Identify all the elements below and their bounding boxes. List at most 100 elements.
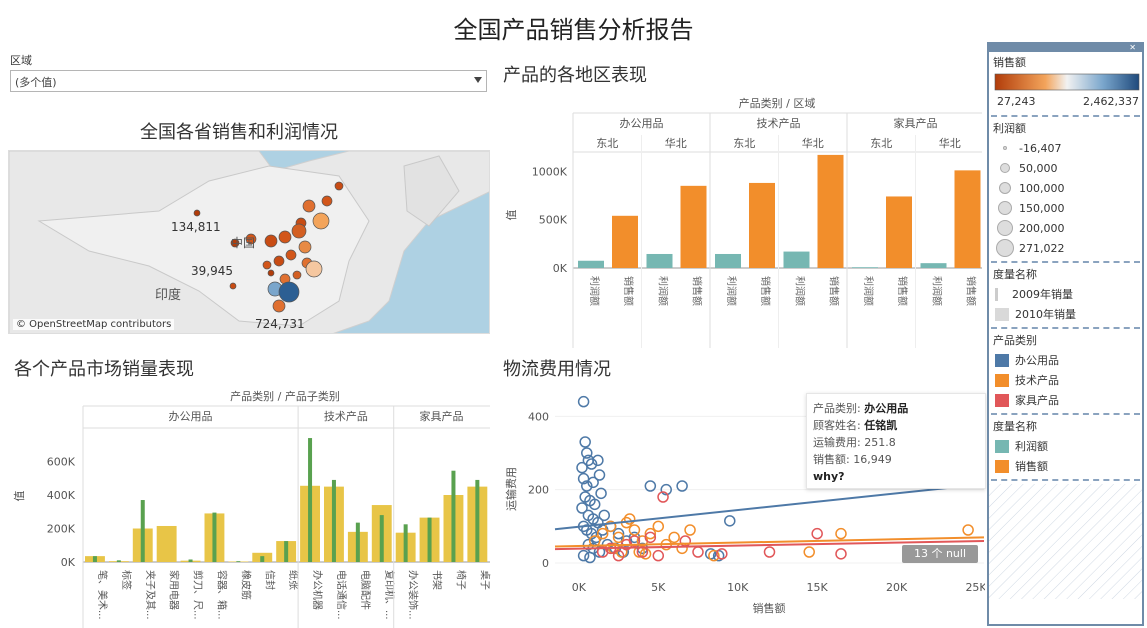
map-point[interactable] (285, 249, 297, 261)
sales-bar[interactable] (749, 182, 775, 268)
scatter-point[interactable] (644, 527, 657, 540)
scatter-point[interactable] (612, 527, 625, 540)
scatter-point[interactable] (576, 502, 588, 514)
scatter-point[interactable] (577, 549, 590, 562)
map-point[interactable] (278, 230, 292, 244)
legend-category-item[interactable]: 办公用品 (989, 350, 1142, 370)
legend-profit-item[interactable]: -16,407 (989, 138, 1142, 158)
sales-2010-bar[interactable] (427, 517, 432, 562)
scatter-point[interactable] (668, 531, 680, 544)
scatter-point[interactable] (716, 548, 728, 560)
map-point[interactable] (321, 195, 333, 207)
sales-bar[interactable] (680, 185, 707, 268)
scatter-point[interactable] (652, 549, 665, 562)
scatter-point[interactable] (962, 524, 974, 536)
map-point[interactable] (264, 234, 278, 248)
legend-item-2010[interactable]: 2010年销量 (989, 304, 1142, 324)
scatter-point[interactable] (577, 472, 590, 485)
sales-2010-bar[interactable] (451, 470, 456, 562)
legend-item-2009[interactable]: 2009年销量 (989, 284, 1142, 304)
legend-category-item[interactable]: 家具产品 (989, 390, 1142, 410)
scatter-point[interactable] (577, 395, 590, 408)
sales-2010-bar[interactable] (140, 500, 145, 562)
sales-2010-bar[interactable] (379, 515, 384, 562)
scatter-point[interactable] (604, 520, 617, 533)
legend-measure-item[interactable]: 利润额 (989, 436, 1142, 456)
map-point[interactable] (230, 238, 240, 248)
sales-2010-bar[interactable] (308, 438, 313, 562)
close-icon[interactable]: ✕ (1129, 43, 1136, 52)
sales-2010-bar[interactable] (403, 524, 408, 562)
map-point[interactable] (273, 255, 285, 267)
scatter-point[interactable] (660, 483, 672, 496)
legend-profit-item[interactable]: 150,000 (989, 198, 1142, 218)
map-point[interactable] (291, 223, 307, 239)
chevron-down-icon[interactable] (474, 77, 482, 83)
scatter-point[interactable] (763, 546, 776, 558)
scatter-point[interactable] (581, 447, 593, 459)
sales-2010-bar[interactable] (260, 556, 265, 562)
scatter-point[interactable] (581, 480, 593, 492)
scatter-point[interactable] (576, 461, 588, 474)
scatter-point[interactable] (708, 549, 720, 562)
scatter-point[interactable] (593, 469, 606, 481)
legend-toolbar[interactable]: ✕ (989, 43, 1142, 52)
sales-2010-bar[interactable] (331, 479, 336, 562)
scatter-point[interactable] (595, 487, 607, 500)
sales-2010-bar[interactable] (116, 560, 121, 562)
sales-bar[interactable] (886, 196, 912, 268)
scatter-point[interactable] (644, 531, 657, 544)
map-point[interactable] (302, 199, 316, 213)
scatter-point[interactable] (628, 524, 641, 536)
profit-bar[interactable] (920, 263, 947, 268)
sales-2010-bar[interactable] (188, 559, 193, 562)
scatter-point[interactable] (587, 476, 599, 489)
sales-2009-bar[interactable] (156, 525, 177, 562)
province-map[interactable]: 134,811 39,945 724,731 中国 印度 © OpenStree… (8, 150, 490, 334)
map-point[interactable] (312, 212, 330, 230)
scatter-point[interactable] (585, 458, 598, 470)
scatter-point[interactable] (623, 513, 636, 525)
sales-bar[interactable] (612, 215, 638, 268)
legend-profit-item[interactable]: 271,022 (989, 238, 1142, 258)
map-point[interactable] (305, 260, 323, 278)
legend-profit-item[interactable]: 200,000 (989, 218, 1142, 238)
scatter-point[interactable] (593, 546, 606, 558)
sales-bar[interactable] (954, 170, 981, 268)
sales-2010-bar[interactable] (284, 541, 289, 562)
scatter-point[interactable] (612, 549, 625, 562)
scatter-point[interactable] (684, 524, 696, 536)
profit-bar[interactable] (852, 267, 878, 268)
scatter-point[interactable] (592, 454, 604, 467)
map-point[interactable] (334, 181, 344, 191)
scatter-point[interactable] (644, 480, 657, 492)
profit-bar[interactable] (783, 251, 810, 268)
scatter-point[interactable] (588, 498, 601, 511)
map-point[interactable] (245, 233, 257, 245)
map-point[interactable] (278, 281, 300, 303)
sales-bar[interactable] (817, 154, 844, 268)
legend-category-item[interactable]: 技术产品 (989, 370, 1142, 390)
scatter-point[interactable] (579, 436, 591, 448)
map-canvas[interactable]: 134,811 39,945 724,731 中国 印度 (9, 151, 490, 334)
map-point[interactable] (292, 270, 302, 280)
legend-profit-item[interactable]: 50,000 (989, 158, 1142, 178)
scatter-point[interactable] (676, 480, 688, 492)
profit-bar[interactable] (578, 260, 604, 268)
map-point[interactable] (193, 209, 201, 217)
sales-2010-bar[interactable] (355, 522, 360, 562)
legend-profit-item[interactable]: 100,000 (989, 178, 1142, 198)
scatter-point[interactable] (598, 509, 611, 522)
scatter-point[interactable] (657, 491, 669, 503)
scatter-point[interactable] (835, 527, 847, 540)
scatter-point[interactable] (596, 527, 609, 540)
scatter-point[interactable] (835, 548, 847, 560)
sales-2010-bar[interactable] (212, 512, 217, 562)
map-point[interactable] (298, 240, 312, 254)
profit-bar[interactable] (646, 253, 673, 268)
scatter-point[interactable] (811, 527, 823, 540)
map-point[interactable] (229, 282, 237, 290)
null-badge[interactable]: 13 个 null (902, 545, 978, 563)
